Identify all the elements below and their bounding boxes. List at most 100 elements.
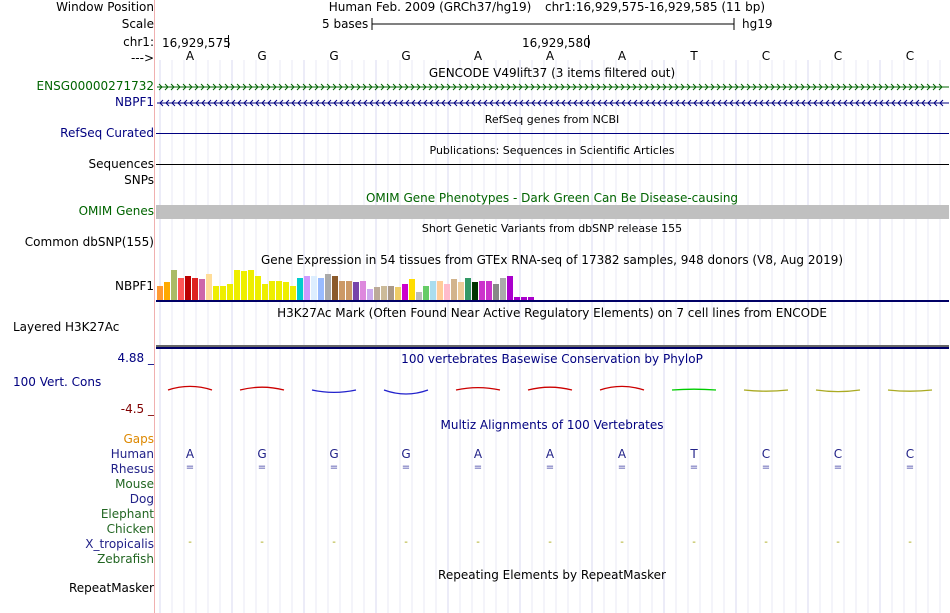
snps-track-label[interactable]: SNPs — [124, 173, 154, 187]
gtex-tissue-bar[interactable] — [164, 282, 170, 300]
human-base: A — [473, 447, 483, 461]
gtex-tissue-bar[interactable] — [290, 286, 296, 300]
gtex-tissue-bar[interactable] — [332, 276, 338, 300]
strand-arrow-label[interactable]: ---> — [130, 51, 154, 65]
dbsnp-track-label[interactable]: Common dbSNP(155) — [24, 235, 154, 249]
gtex-tissue-bar[interactable] — [234, 270, 240, 300]
strand-chevron — [254, 83, 259, 91]
gtex-tissue-bar[interactable] — [486, 281, 492, 300]
omim-track-label[interactable]: OMIM Genes — [78, 204, 154, 218]
gtex-tissue-bar[interactable] — [178, 278, 184, 300]
gtex-tissue-bar[interactable] — [185, 276, 191, 300]
gencode-gene-nbpf1-minus[interactable] — [157, 97, 949, 109]
gtex-tissue-bar[interactable] — [451, 279, 457, 300]
gtex-tissue-bar[interactable] — [346, 281, 352, 300]
gtex-tissue-bar[interactable] — [353, 282, 359, 300]
gtex-tissue-bar[interactable] — [276, 281, 282, 300]
h3k27ac-signal-line[interactable] — [156, 347, 949, 349]
gtex-tissue-bar[interactable] — [367, 289, 373, 300]
gtex-tissue-bar[interactable] — [206, 274, 212, 300]
multiz-species-label[interactable]: Zebrafish — [97, 552, 154, 566]
strand-chevron — [387, 99, 392, 107]
rhesus-match: = — [401, 462, 411, 473]
strand-chevron — [549, 99, 554, 107]
gtex-tissue-bar[interactable] — [514, 297, 520, 300]
gtex-tissue-bar[interactable] — [192, 278, 198, 300]
gtex-tissue-bar[interactable] — [311, 276, 317, 300]
multiz-species-label[interactable]: Elephant — [100, 507, 154, 521]
multiz-species-label[interactable]: Human — [110, 447, 154, 461]
omim-gene-bar[interactable] — [156, 205, 949, 219]
refseq-track-label[interactable]: RefSeq Curated — [60, 126, 154, 140]
gtex-tissue-bar[interactable] — [262, 284, 268, 300]
multiz-species-label[interactable]: Dog — [129, 492, 154, 506]
gtex-bar-chart[interactable] — [157, 268, 537, 300]
gtex-tissue-bar[interactable] — [465, 278, 471, 300]
multiz-species-label[interactable]: Chicken — [106, 522, 154, 536]
gtex-tissue-bar[interactable] — [402, 284, 408, 300]
gtex-tissue-bar[interactable] — [283, 282, 289, 300]
gtex-tissue-bar[interactable] — [423, 286, 429, 300]
gtex-tissue-bar[interactable] — [395, 287, 401, 300]
h3k27ac-track-label[interactable]: Layered H3K27Ac — [13, 320, 120, 334]
gtex-tissue-bar[interactable] — [220, 286, 226, 300]
human-base: C — [905, 447, 915, 461]
gtex-tissue-bar[interactable] — [318, 278, 324, 300]
strand-chevron — [201, 99, 206, 107]
refseq-gene-line[interactable] — [156, 133, 949, 134]
gtex-tissue-bar[interactable] — [500, 278, 506, 300]
gtex-tissue-bar[interactable] — [388, 286, 394, 300]
xtropicalis-gap: - — [404, 537, 408, 548]
gtex-tissue-bar[interactable] — [304, 276, 310, 300]
gtex-tissue-bar[interactable] — [360, 281, 366, 300]
rhesus-match: = — [473, 462, 483, 473]
publications-track-label[interactable]: Sequences — [88, 157, 154, 171]
gtex-tissue-bar[interactable] — [269, 281, 275, 300]
gtex-tissue-bar[interactable] — [409, 279, 415, 300]
strand-chevron — [344, 83, 349, 91]
gtex-tissue-bar[interactable] — [458, 282, 464, 300]
gtex-tissue-bar[interactable] — [255, 276, 261, 300]
gtex-tissue-bar[interactable] — [374, 287, 380, 300]
phylop-track-label[interactable]: 100 Vert. Cons — [13, 375, 102, 389]
gtex-tissue-bar[interactable] — [416, 292, 422, 300]
base-letter: A — [617, 49, 627, 63]
gtex-tissue-bar[interactable] — [381, 286, 387, 300]
strand-chevron — [608, 83, 613, 91]
gencode-item-label-1[interactable]: ENSG00000271732 — [36, 79, 154, 93]
gtex-tissue-bar[interactable] — [430, 281, 436, 300]
gtex-tissue-bar[interactable] — [241, 271, 247, 300]
gtex-tissue-bar[interactable] — [521, 297, 527, 300]
gtex-tissue-bar[interactable] — [297, 278, 303, 300]
gtex-tissue-bar[interactable] — [437, 281, 443, 300]
gtex-tissue-bar[interactable] — [199, 279, 205, 300]
gtex-tissue-bar[interactable] — [493, 284, 499, 300]
gtex-tissue-bar[interactable] — [339, 281, 345, 300]
strand-chevron — [615, 99, 620, 107]
multiz-species-label[interactable]: X_tropicalis — [85, 537, 154, 551]
phylop-signal[interactable] — [157, 370, 949, 410]
gencode-item-label-2[interactable]: NBPF1 — [115, 95, 154, 109]
gtex-tissue-bar[interactable] — [325, 274, 331, 300]
gtex-tissue-bar[interactable] — [227, 284, 233, 300]
gencode-gene-ensg-plus[interactable] — [157, 81, 949, 93]
strand-chevron — [663, 99, 668, 107]
gtex-tissue-bar[interactable] — [507, 276, 513, 300]
gtex-tissue-bar[interactable] — [444, 284, 450, 300]
gtex-tissue-bar[interactable] — [479, 281, 485, 300]
strand-chevron — [854, 83, 859, 91]
strand-chevron — [537, 99, 542, 107]
multiz-species-label[interactable]: Gaps — [123, 432, 154, 446]
gtex-tissue-bar[interactable] — [528, 297, 534, 300]
gtex-tissue-bar[interactable] — [248, 270, 254, 300]
gtex-tissue-bar[interactable] — [213, 286, 219, 300]
publications-line[interactable] — [156, 164, 949, 165]
gtex-tissue-bar[interactable] — [157, 286, 163, 300]
gtex-tissue-bar[interactable] — [171, 270, 177, 300]
repeatmasker-track-label[interactable]: RepeatMasker — [68, 581, 154, 595]
gtex-track-label[interactable]: NBPF1 — [115, 279, 154, 293]
multiz-species-label[interactable]: Rhesus — [110, 462, 154, 476]
h3k27ac-signal-gray[interactable] — [156, 345, 949, 347]
gtex-tissue-bar[interactable] — [472, 282, 478, 300]
multiz-species-label[interactable]: Mouse — [115, 477, 154, 491]
